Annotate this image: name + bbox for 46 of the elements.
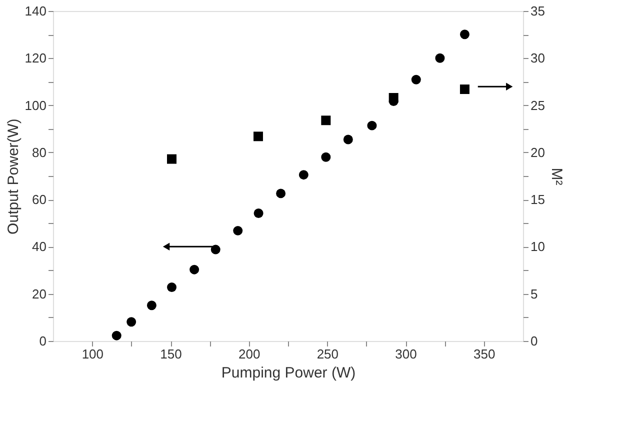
y-tick-label: 0 <box>39 334 46 348</box>
x-tick-label: 300 <box>395 346 417 362</box>
point <box>388 93 398 102</box>
y2-tick-label: 15 <box>530 192 545 208</box>
point <box>190 264 200 274</box>
x-tick-label: 250 <box>316 346 339 362</box>
point <box>126 317 136 327</box>
y-tick-label: 120 <box>24 50 46 66</box>
point <box>460 84 470 94</box>
y2-tick-label: 10 <box>530 239 545 254</box>
point <box>411 74 421 84</box>
point <box>167 282 176 292</box>
x-tick-label: 350 <box>473 346 496 362</box>
point <box>112 330 122 340</box>
x-tick-label: 150 <box>160 346 182 362</box>
y2-tick-label: 0 <box>530 334 538 348</box>
x-tick-label: 100 <box>82 346 104 362</box>
point <box>233 226 243 236</box>
y2-tick-label: 35 <box>530 4 545 18</box>
point <box>298 170 308 180</box>
point <box>367 120 377 130</box>
y2-tick-label: 30 <box>530 50 545 66</box>
y-tick-label: 20 <box>32 286 46 302</box>
y-tick-label: 100 <box>24 98 46 113</box>
point <box>343 134 353 144</box>
point <box>146 300 156 310</box>
point <box>254 208 264 218</box>
point <box>167 154 176 164</box>
point <box>460 30 470 40</box>
y2-axis-title: M² <box>548 168 565 186</box>
y2-tick-label: 20 <box>530 144 545 160</box>
y-tick-label: 40 <box>32 239 46 254</box>
point <box>321 116 331 126</box>
y2-tick-label: 5 <box>530 286 538 302</box>
x-axis-title: Pumping Power (W) <box>221 364 356 382</box>
point <box>253 132 263 142</box>
y-axis-title: Output Power(W) <box>4 118 22 234</box>
point <box>276 188 286 198</box>
y2-tick-label: 25 <box>530 98 545 113</box>
y-tick-label: 80 <box>32 144 46 160</box>
x-tick-label: 200 <box>238 346 260 362</box>
point <box>321 152 331 162</box>
y-tick-label: 60 <box>32 192 46 208</box>
y-tick-label: 140 <box>24 4 46 18</box>
point <box>210 244 220 254</box>
point <box>435 53 445 63</box>
